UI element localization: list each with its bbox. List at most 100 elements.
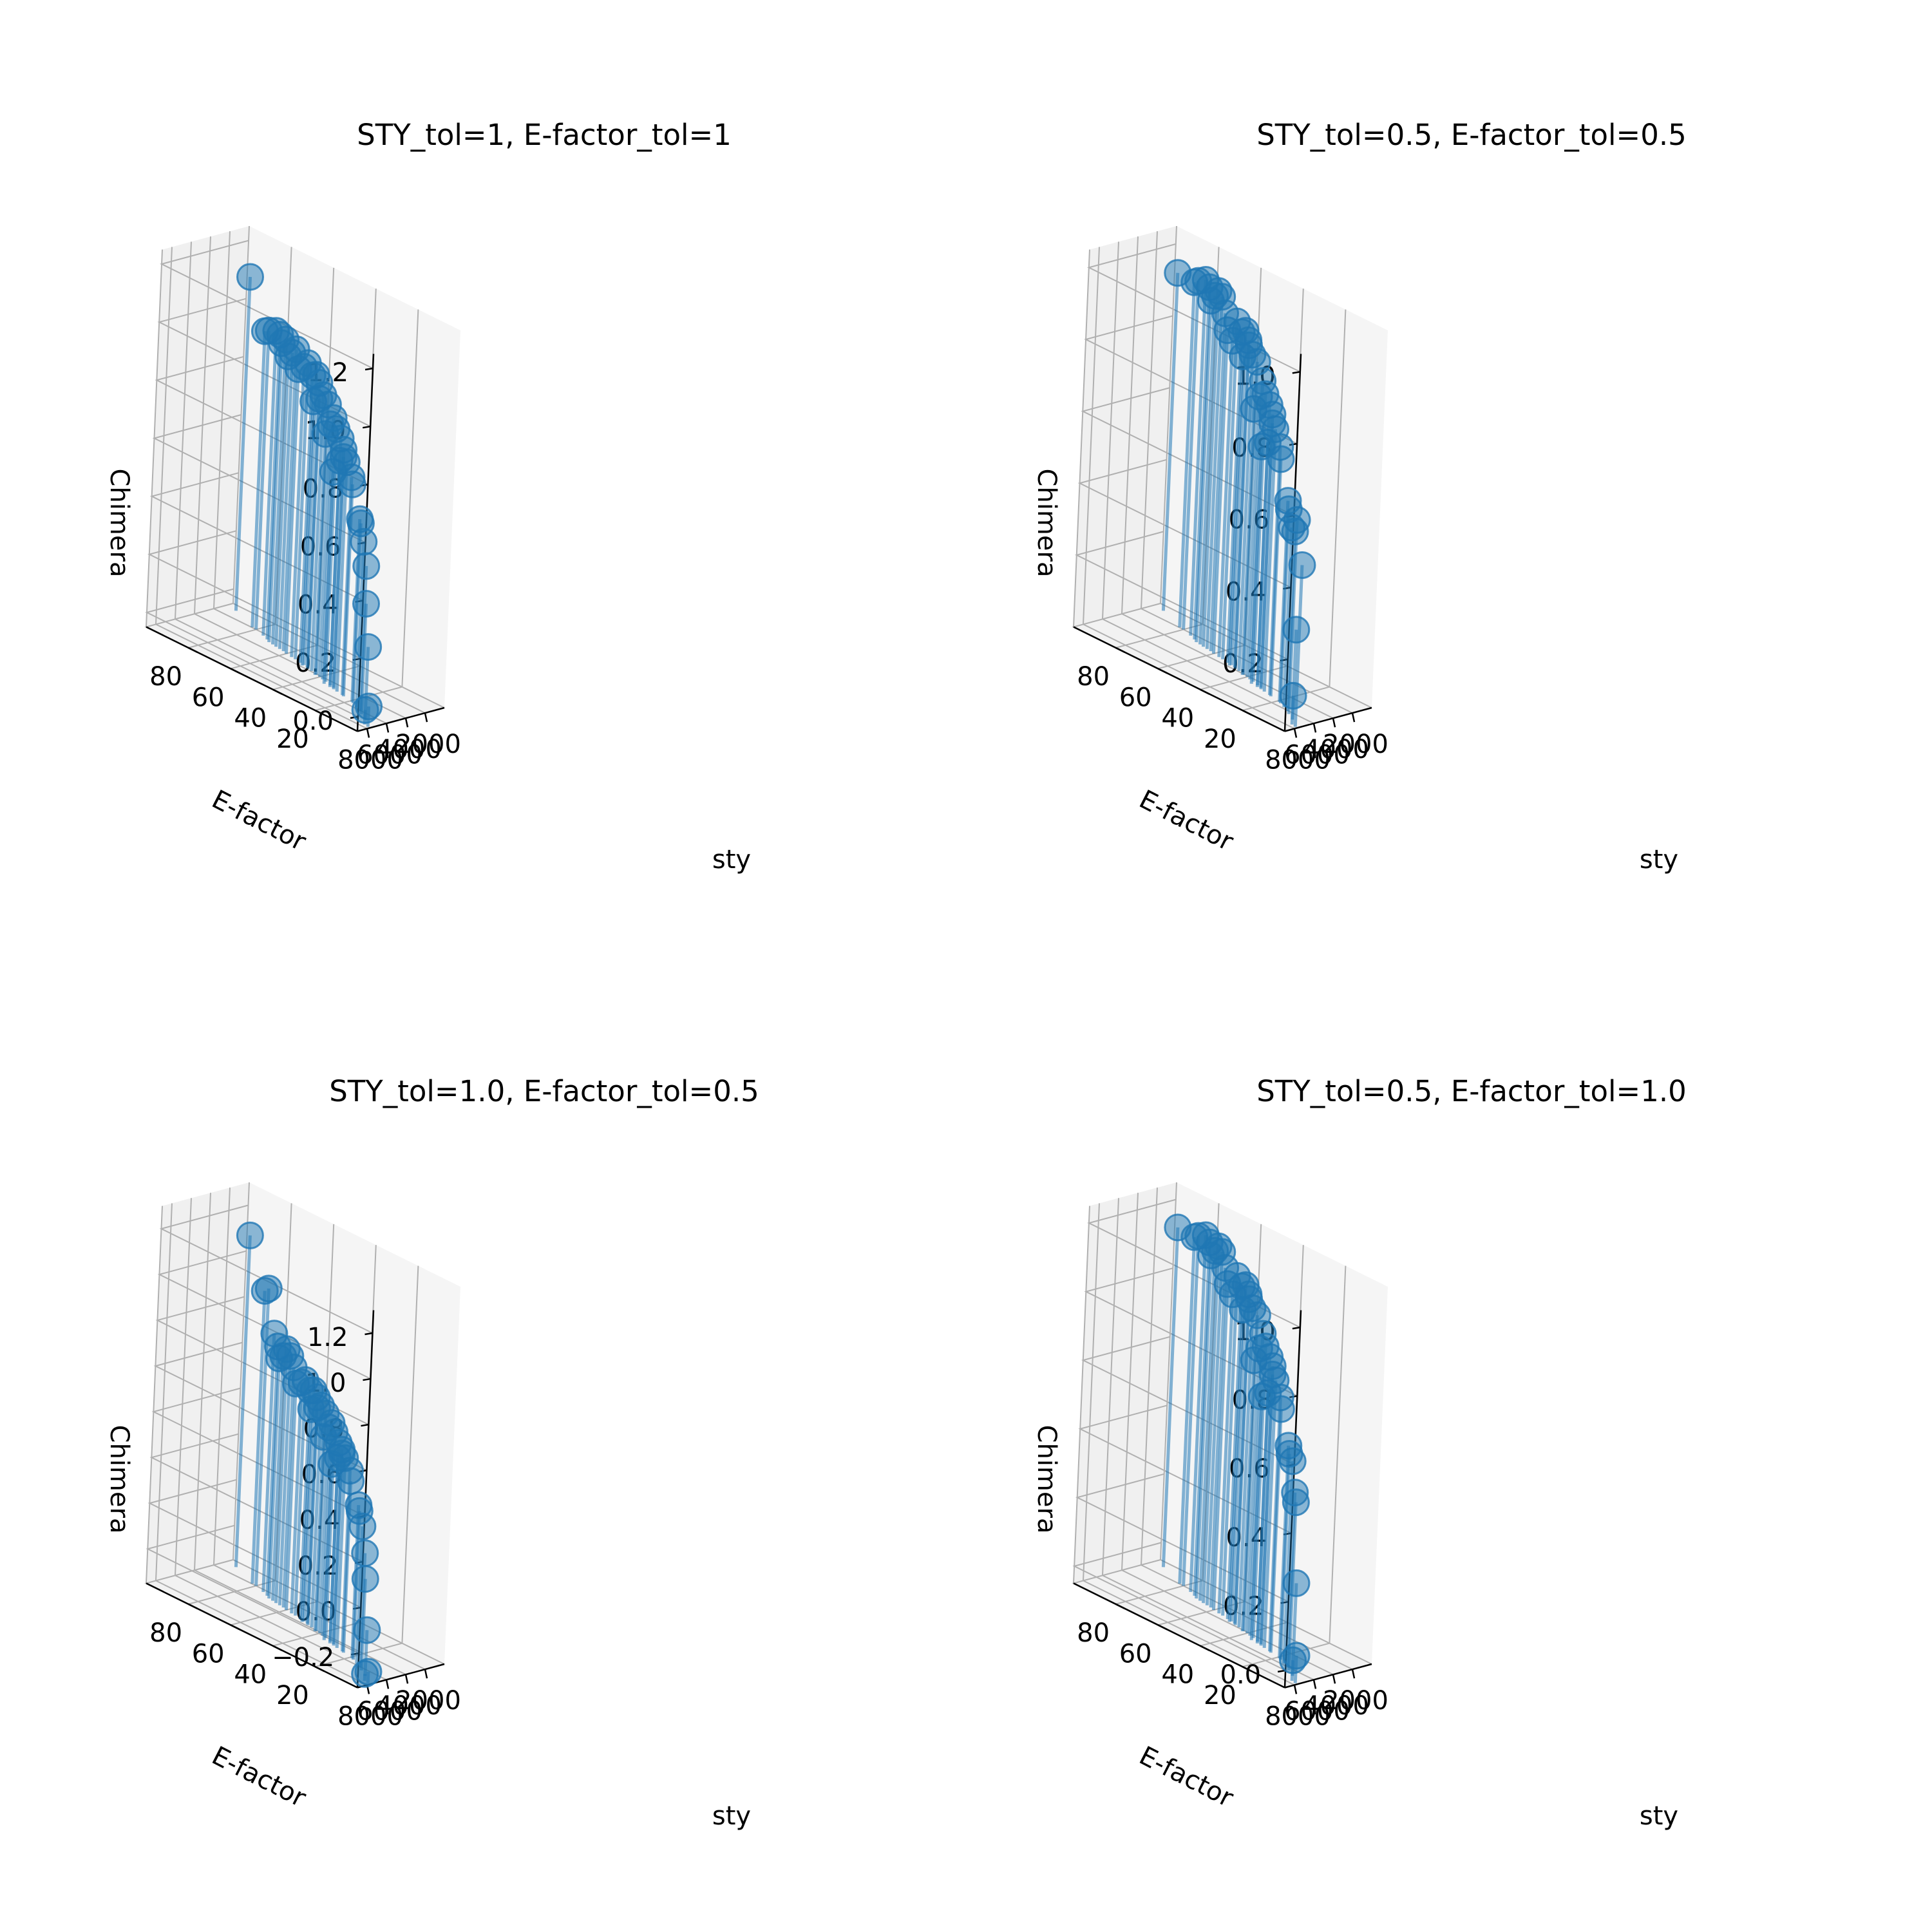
stem-line [1282,527,1294,708]
scatter-point [1279,1646,1307,1674]
stem-line [1221,1276,1239,1616]
stem-line [1249,446,1264,684]
x-tick-mark [1312,1680,1317,1689]
x-tick-label: 4000 [1303,735,1369,764]
x-tick-label: 4000 [376,735,442,764]
stem-line [1209,313,1227,652]
stem-line [1209,1267,1227,1608]
y-tick-mark [1200,688,1210,695]
pane-edge [146,1206,163,1584]
stem-line [1226,1286,1244,1620]
chart-title: STY_tol=1, E-factor_tol=1 [357,118,732,152]
stem-line [1182,281,1200,630]
x-axis-label: sty [1640,845,1678,875]
y-tick-label: 80 [149,662,182,692]
stem-line [1195,1255,1213,1599]
x-tick-label: 2000 [395,1686,461,1716]
x-tick-mark [424,712,428,723]
stem-line [1248,381,1265,679]
y-tick-label: 40 [234,1660,267,1690]
z-tick-mark [365,1332,373,1336]
y-tick-label: 60 [1119,683,1152,712]
stem-line [1178,1236,1197,1584]
stem-line [1249,1396,1264,1640]
y-tick-mark [314,709,325,716]
stem-line [322,471,335,684]
y-axis-label: E-factor [1135,784,1238,857]
y-tick-label: 80 [1077,1618,1110,1648]
z-tick-label: 0.0 [292,706,334,736]
scatter-point [351,1565,379,1593]
scatter-point [1247,432,1276,460]
pane-edge [146,249,163,627]
z-tick-mark [361,1423,369,1427]
x-tick-label: 6000 [1284,740,1350,770]
z-tick-mark [365,367,374,371]
x-tick-label: 8000 [337,1701,403,1731]
x-axis-line [357,706,445,732]
stem-line [1189,279,1208,636]
stem-line [281,349,298,652]
subplot-1: 2000400060008000204060800.00.20.40.60.81… [104,118,751,875]
y-tick-label: 20 [276,724,309,754]
scatter-point [1245,1334,1273,1363]
chart-title: STY_tol=1.0, E-factor_tol=0.5 [329,1074,759,1108]
stem-line [284,1383,298,1611]
stem-line [1217,1294,1235,1614]
x-tick-mark [366,728,370,738]
y-tick-mark [272,688,283,695]
data-points [1161,259,1316,727]
stem-line [300,1409,313,1622]
y-tick-label: 20 [1204,1681,1236,1710]
z-tick-label: 0.0 [1220,1660,1262,1690]
y-tick-label: 40 [234,704,267,734]
x-tick-mark [385,723,390,733]
x-tick-label: 2000 [1323,730,1388,759]
stem-line [1195,300,1213,643]
data-points [234,1221,383,1688]
x-tick-mark [1332,1674,1336,1684]
back-pane [1074,226,1177,627]
scatter-point [352,552,381,580]
stem-line [265,334,282,640]
scatter-point [251,1276,279,1305]
data-points [234,263,383,727]
x-tick-label: 8000 [1265,745,1331,775]
x-axis-label: sty [1640,1801,1678,1831]
stem-line [322,1464,334,1640]
stem-line [1205,296,1224,649]
stem-line [1202,1246,1220,1604]
stem-line [1193,287,1211,640]
stem-line [1182,1236,1200,1586]
scatter-point [1281,1479,1309,1507]
gridlines [144,1182,445,1689]
stem-line [1198,296,1217,645]
stem-line [1229,330,1247,665]
x-tick-label: 8000 [1265,1701,1331,1731]
back-pane [146,1182,249,1584]
stem-line [1202,290,1220,647]
z-axis-label: Chimera [104,469,134,578]
stem-line [1278,1445,1291,1659]
stem-line [274,356,290,647]
pane-edge [1073,249,1090,627]
stem-line [234,276,252,611]
stem-line [1226,332,1244,663]
stem-line [1217,341,1235,658]
stem-line [267,1358,281,1599]
y-tick-label: 60 [192,683,225,712]
scatter-point [1279,681,1307,710]
stem-line [300,401,315,666]
back-pane [1074,1182,1177,1584]
stem-line [1211,330,1229,654]
x-tick-mark [1332,717,1336,728]
scatter-point [236,1221,264,1249]
stem-line [234,1235,252,1567]
stem-line [1211,1283,1229,1611]
stem-line [1262,429,1278,692]
scatter-point [1282,1569,1311,1597]
pane-edge [1073,1206,1090,1584]
y-tick-label: 40 [1161,1660,1194,1690]
stem-line [284,369,300,654]
